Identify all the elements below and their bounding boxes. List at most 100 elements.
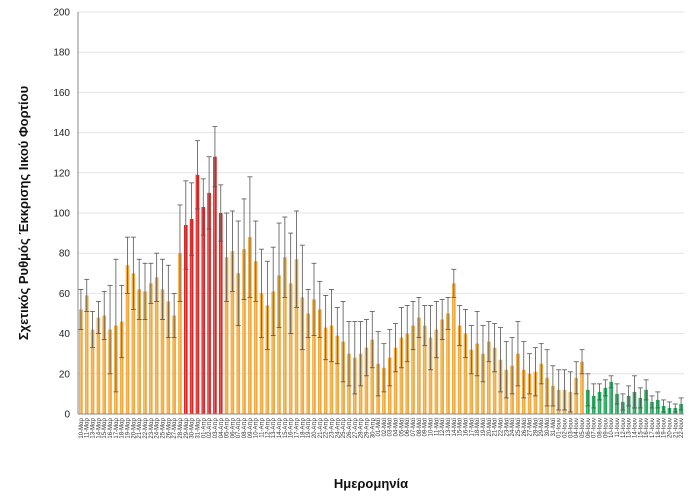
x-tick-label: 05-Μαϊ: [399, 417, 405, 436]
y-tick-label: 80: [59, 249, 71, 260]
y-tick-label: 20: [59, 369, 71, 380]
bar-highlight: [120, 321, 122, 414]
x-tick-label: 14-Ιουν: [632, 418, 638, 438]
x-axis-ticks: 10-Μαρ 11-Μαρ 13-Μαρ 14-Μαρ 15-Μαρ 16-Μαρ 17-Μ…: [79, 417, 685, 438]
x-tick-label: 22-Μαρ: [143, 417, 149, 438]
x-tick-label: 10-Ιουν: [609, 418, 615, 438]
bar-highlight: [260, 293, 262, 414]
bar-highlight: [185, 225, 186, 414]
bars: [79, 156, 683, 414]
bar: [318, 309, 322, 414]
y-tick-label: 0: [64, 410, 70, 421]
x-tick-label: 26-Απρ: [347, 417, 353, 438]
x-tick-label: 16-Μαϊ: [463, 417, 469, 436]
x-tick-label: 24-Μαρ: [155, 417, 161, 438]
bar: [224, 257, 229, 414]
x-tick-label: 17-Μαρ: [114, 417, 120, 438]
x-tick-label: 10-Μαρ: [79, 417, 85, 438]
bar: [393, 347, 398, 414]
x-tick-label: 29-Μαϊ: [539, 417, 545, 436]
x-tick-label: 18-Ιουν: [656, 418, 662, 438]
x-tick-label: 02-Μαϊ: [382, 417, 388, 436]
bar-highlight: [645, 389, 647, 414]
y-tick-label: 40: [59, 329, 71, 340]
bar: [102, 315, 107, 414]
bar: [463, 333, 468, 414]
bar-highlight: [453, 283, 454, 414]
bar-highlight: [208, 192, 210, 414]
x-tick-label: 04-Ιουν: [574, 418, 580, 438]
x-tick-label: 04-Μαϊ: [394, 417, 400, 436]
bar-highlight: [482, 353, 483, 414]
bar: [283, 257, 287, 414]
x-tick-label: 15-Μαρ: [102, 417, 108, 438]
x-tick-label: 12-Μαϊ: [440, 417, 446, 436]
bar-highlight: [295, 259, 297, 414]
bar: [486, 341, 491, 414]
x-tick-label: 09-Μαϊ: [423, 417, 429, 436]
bar-highlight: [179, 253, 180, 414]
bar: [79, 309, 83, 414]
bar-highlight: [254, 261, 256, 414]
bar-highlight: [249, 237, 250, 414]
bar: [84, 295, 89, 414]
bar-highlight: [336, 335, 338, 414]
bar-highlight: [266, 305, 268, 414]
y-tick-label: 200: [53, 8, 70, 19]
x-tick-label: 06-Ιουν: [586, 418, 592, 438]
x-tick-label: 11-Απρ: [260, 417, 266, 437]
bar: [265, 305, 270, 414]
x-tick-label: 14-Μαρ: [96, 417, 102, 438]
x-tick-label: 14-Απρ: [277, 417, 283, 438]
x-tick-label: 16-Ιουν: [644, 418, 650, 438]
bar-highlight: [132, 273, 134, 414]
error-bars: [78, 126, 684, 415]
bar-highlight: [202, 206, 204, 414]
x-tick-label: 09-Απρ: [248, 417, 254, 438]
bar: [300, 297, 305, 414]
bar: [335, 335, 340, 414]
bar-highlight: [604, 387, 606, 414]
x-tick-label: 17-Απρ: [295, 417, 301, 438]
y-axis-ticks: 0 20 40 60 80 100 120 140 160 180 200: [53, 8, 70, 421]
bar-highlight: [458, 325, 460, 414]
y-tick-label: 140: [53, 128, 70, 139]
bar: [236, 273, 241, 414]
bar-highlight: [581, 361, 583, 414]
bar: [172, 315, 176, 414]
x-tick-label: 31-Μαρ: [195, 417, 201, 438]
bar: [90, 329, 95, 414]
x-tick-label: 28-Απρ: [359, 417, 365, 438]
bar-highlight: [237, 273, 239, 414]
bar: [160, 289, 165, 414]
x-tick-label: 15-Απρ: [283, 417, 289, 438]
bar: [492, 347, 497, 414]
x-tick-label: 13-Μαρ: [91, 417, 97, 438]
x-tick-label: 16-Μαρ: [108, 417, 114, 438]
x-tick-label: 29-Μαρ: [184, 417, 190, 438]
x-tick-label: 08-Μαϊ: [417, 417, 423, 436]
x-tick-label: 30-Μαρ: [190, 417, 196, 438]
bar-highlight: [243, 249, 245, 414]
x-tick-label: 12-Ιουν: [621, 418, 627, 438]
bar: [580, 361, 584, 414]
bar-highlight: [423, 325, 425, 414]
bar-highlight: [365, 347, 367, 414]
bar-highlight: [91, 329, 93, 414]
bar-highlight: [319, 309, 320, 414]
y-tick-label: 100: [53, 209, 70, 220]
bar: [597, 391, 602, 414]
bar: [131, 273, 136, 414]
x-tick-label: 13-Ιουν: [627, 418, 633, 438]
x-tick-label: 03-Απρ: [213, 417, 219, 438]
x-tick-label: 11-Ιουν: [615, 418, 621, 438]
bar: [405, 333, 410, 414]
bar-highlight: [610, 381, 612, 414]
bar: [253, 261, 258, 414]
bar-highlight: [173, 315, 175, 414]
bar: [609, 381, 613, 414]
x-tick-label: 07-Ιουν: [592, 418, 598, 438]
bar: [422, 325, 427, 414]
bar: [96, 317, 101, 414]
bar-highlight: [80, 309, 81, 414]
